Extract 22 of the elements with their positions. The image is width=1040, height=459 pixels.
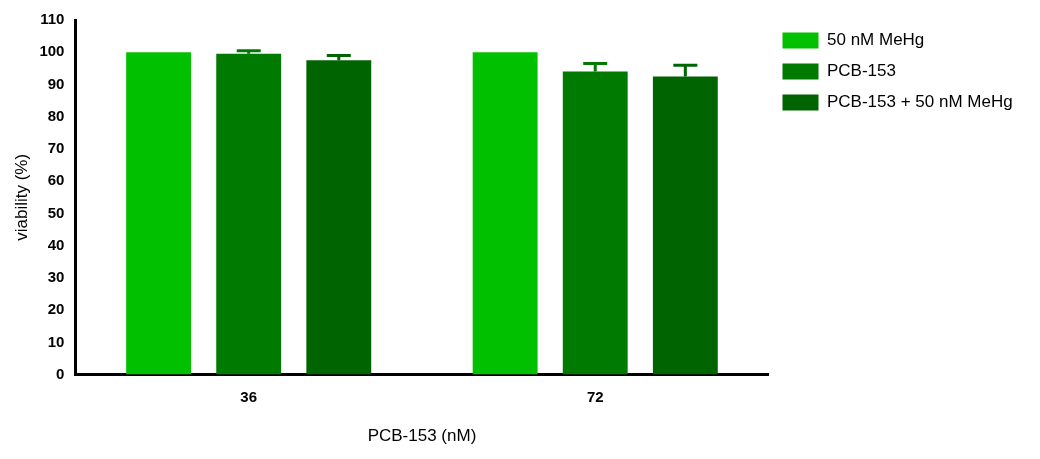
y-tick-label: 110 bbox=[40, 10, 65, 28]
y-tick-label: 40 bbox=[47, 235, 65, 253]
y-tick-label: 60 bbox=[47, 171, 65, 189]
y-tick-label: 90 bbox=[47, 74, 65, 92]
bar bbox=[472, 52, 538, 375]
y-tick-label: 100 bbox=[39, 42, 65, 60]
legend-label: PCB-153 bbox=[827, 61, 896, 81]
y-tick-label: 30 bbox=[47, 268, 65, 286]
y-tick-label: 70 bbox=[47, 139, 65, 157]
y-tick-label: 80 bbox=[47, 106, 65, 124]
y-tick-label: 10 bbox=[47, 332, 65, 350]
bar bbox=[216, 53, 282, 375]
legend-label: PCB-153 + 50 nM MeHg bbox=[827, 92, 1013, 112]
legend-label: 50 nM MeHg bbox=[827, 30, 925, 50]
x-tick-label: 72 bbox=[586, 387, 604, 405]
y-tick-label: 20 bbox=[47, 300, 65, 318]
x-tick-label: 36 bbox=[240, 387, 258, 405]
x-axis-title: PCB-153 (nM) bbox=[367, 426, 477, 446]
y-tick-label: 50 bbox=[47, 203, 65, 221]
bar bbox=[126, 52, 192, 375]
y-tick-label: 0 bbox=[56, 364, 65, 382]
y-axis-title: viability (%) bbox=[11, 153, 31, 241]
